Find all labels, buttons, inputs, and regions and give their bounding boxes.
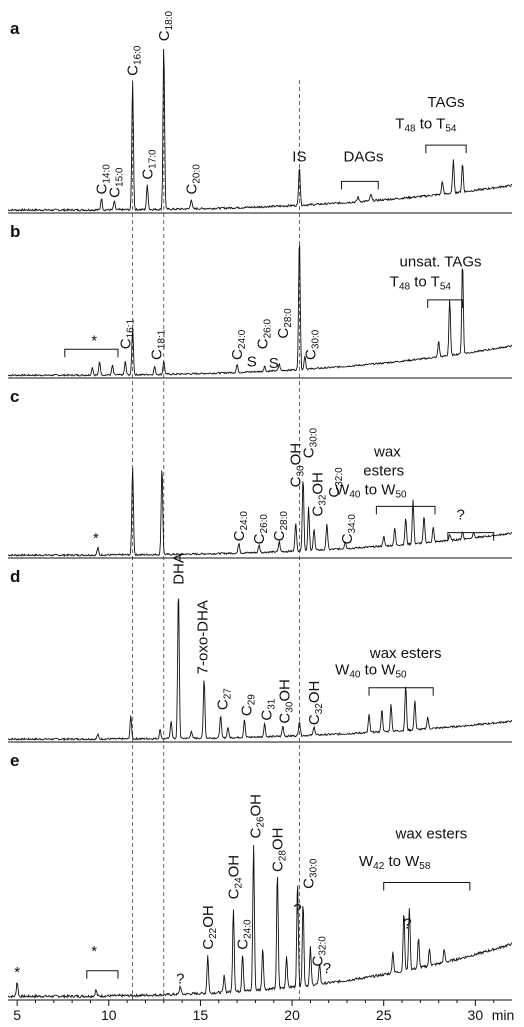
bracket-e-1	[383, 882, 471, 891]
peak-label-a-2: C16:0	[125, 45, 144, 76]
x-tick-label-10: 10	[101, 1007, 117, 1023]
peak-label-d-8: W40 to W50	[335, 661, 407, 680]
x-tick-label-20: 20	[284, 1007, 300, 1023]
peak-label-e-14: ?	[403, 916, 411, 933]
peak-label-a-1: C15:0	[106, 167, 125, 198]
peak-label-a-8: TAGs	[427, 94, 464, 111]
peak-label-d-0: DHA	[170, 553, 187, 585]
peak-label-c-8: C34:0	[339, 514, 358, 545]
x-tick-label-15: 15	[193, 1007, 209, 1023]
peak-label-d-7: wax esters	[369, 645, 442, 662]
peak-label-e-11: ?	[323, 960, 331, 977]
bracket-a-1	[425, 144, 467, 154]
peak-label-d-4: C31	[258, 698, 277, 720]
peak-label-c-2: C26:0	[251, 514, 270, 545]
peak-label-a-0: C14:0	[93, 164, 112, 195]
peak-label-c-10: esters	[363, 463, 404, 480]
peak-label-e-4: C24OH	[225, 855, 244, 899]
peak-label-e-1: *	[91, 943, 97, 960]
reference-dashed-lines	[132, 80, 300, 1000]
bracket-b-0	[64, 348, 119, 358]
panel-label-c: c	[10, 387, 19, 406]
peak-label-c-7: C32:0	[326, 467, 345, 498]
peak-label-e-8: ?	[293, 901, 301, 918]
x-tick-label-30: 30	[468, 1007, 484, 1023]
peak-label-e-7: C28OH	[269, 828, 288, 872]
peak-label-e-10: C32:0	[310, 936, 329, 967]
peak-label-c-0: *	[93, 530, 99, 547]
peak-label-e-2: ?	[176, 970, 184, 987]
bracket-a-0	[341, 180, 379, 190]
panel-e: e**?C22OHC24OHC24:0C26OHC28OH?C30:0C32:0…	[7, 751, 513, 1001]
peak-label-b-4: S	[247, 354, 257, 371]
peak-label-d-1: 7-oxo-DHA	[194, 600, 211, 674]
trace-b-series	[7, 245, 512, 377]
peak-label-b-0: *	[91, 332, 97, 349]
peak-label-a-7: DAGs	[344, 149, 384, 166]
peak-label-d-2: C27	[214, 688, 233, 710]
peak-label-c-1: C24:0	[231, 511, 250, 542]
peak-label-c-11: W40 to W50	[335, 482, 407, 501]
peak-label-b-7: C28:0	[275, 308, 294, 339]
peak-label-d-3: C29	[238, 694, 257, 716]
bracket-d-0	[368, 687, 434, 696]
x-tick-label-25: 25	[376, 1007, 392, 1023]
peak-label-a-3: C17:0	[139, 149, 158, 180]
peak-label-a-5: C20:0	[183, 164, 202, 195]
peak-label-c-3: C28:0	[271, 511, 290, 542]
peak-label-c-12: ?	[457, 507, 465, 524]
peak-label-e-5: C24:0	[235, 919, 254, 950]
panel-label-a: a	[10, 19, 20, 38]
peak-label-e-13: W42 to W58	[359, 853, 431, 872]
peak-label-b-2: C18:1	[148, 329, 167, 360]
trace-c-series	[7, 467, 512, 557]
peak-label-b-10: T48 to T54	[390, 273, 452, 292]
peak-label-c-4: C30OH	[288, 443, 307, 487]
panel-label-e: e	[10, 751, 19, 770]
trace-e-series	[7, 844, 513, 999]
peak-label-b-5: C26:0	[255, 319, 274, 350]
peak-label-b-1: C16:1	[117, 319, 136, 350]
peak-label-b-9: unsat. TAGs	[400, 253, 482, 270]
trace-d-series	[7, 598, 512, 741]
peak-label-d-6: C32OH	[306, 681, 325, 725]
peak-label-d-5: C30OH	[277, 679, 296, 723]
bracket-c-1	[447, 532, 495, 541]
peak-label-e-0: *	[14, 964, 20, 981]
peak-label-c-5: C30:0	[301, 427, 320, 458]
peak-label-a-6: IS	[292, 149, 306, 166]
peak-label-b-6: S	[269, 355, 279, 372]
trace-a-series	[7, 48, 513, 212]
x-tick-label-5: 5	[13, 1007, 21, 1023]
peak-label-a-9: T48 to T54	[395, 116, 457, 135]
peak-label-c-9: wax	[373, 444, 401, 461]
x-axis: 5 10 15 20 25 30 min	[8, 999, 515, 1023]
bracket-e-0	[86, 970, 119, 979]
panel-label-b: b	[10, 222, 20, 241]
peak-label-b-8: C30:0	[302, 329, 321, 360]
peak-label-e-6: C26OH	[247, 794, 266, 838]
panel-b: b* C16:1C18:1C24:0SC26:0SC28:0C30:0unsat.…	[7, 222, 512, 379]
peak-label-b-3: C24:0	[229, 329, 248, 360]
bracket-c-0	[375, 505, 436, 515]
panel-label-d: d	[10, 567, 20, 586]
bracket-b-1	[427, 299, 464, 308]
peak-label-a-4: C18:0	[156, 10, 175, 41]
x-axis-label: min	[492, 1007, 515, 1023]
peak-label-e-3: C22OH	[200, 905, 219, 949]
peak-label-e-12: wax esters	[395, 825, 468, 842]
peak-label-e-9: C30:0	[301, 858, 320, 889]
peak-label-c-6: C32OH	[310, 472, 329, 516]
